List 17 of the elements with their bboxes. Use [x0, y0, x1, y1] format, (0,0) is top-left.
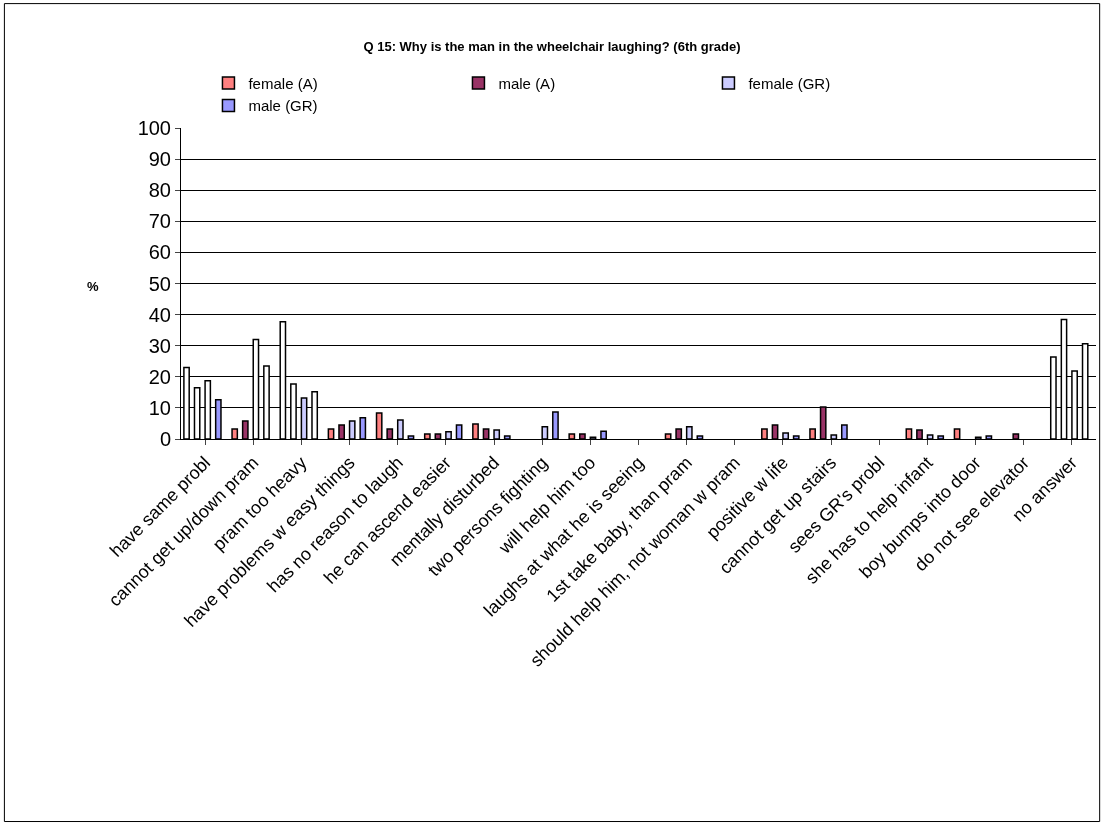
legend-label: female (GR) — [748, 74, 831, 92]
y-tick-label: 10 — [148, 396, 171, 419]
y-tick-label: 80 — [148, 179, 171, 202]
chart-title: Q 15: Why is the man in the wheelchair laughing? (6th grade) — [363, 39, 741, 55]
y-tick-label: 20 — [148, 365, 171, 388]
legend-label: female (A) — [248, 74, 318, 92]
y-tick-label: 0 — [159, 428, 171, 450]
y-tick-label: 100 — [137, 117, 171, 139]
y-tick-label: 70 — [148, 210, 171, 233]
y-axis-title: % — [87, 279, 99, 294]
y-tick-label: 60 — [148, 241, 171, 264]
y-tick-label: 40 — [148, 303, 171, 326]
legend-label: male (A) — [498, 74, 556, 92]
y-tick-label: 50 — [148, 272, 171, 295]
legend-label: male (GR) — [248, 97, 318, 115]
y-tick-label: 90 — [148, 148, 171, 171]
y-tick-label: 30 — [148, 334, 171, 357]
